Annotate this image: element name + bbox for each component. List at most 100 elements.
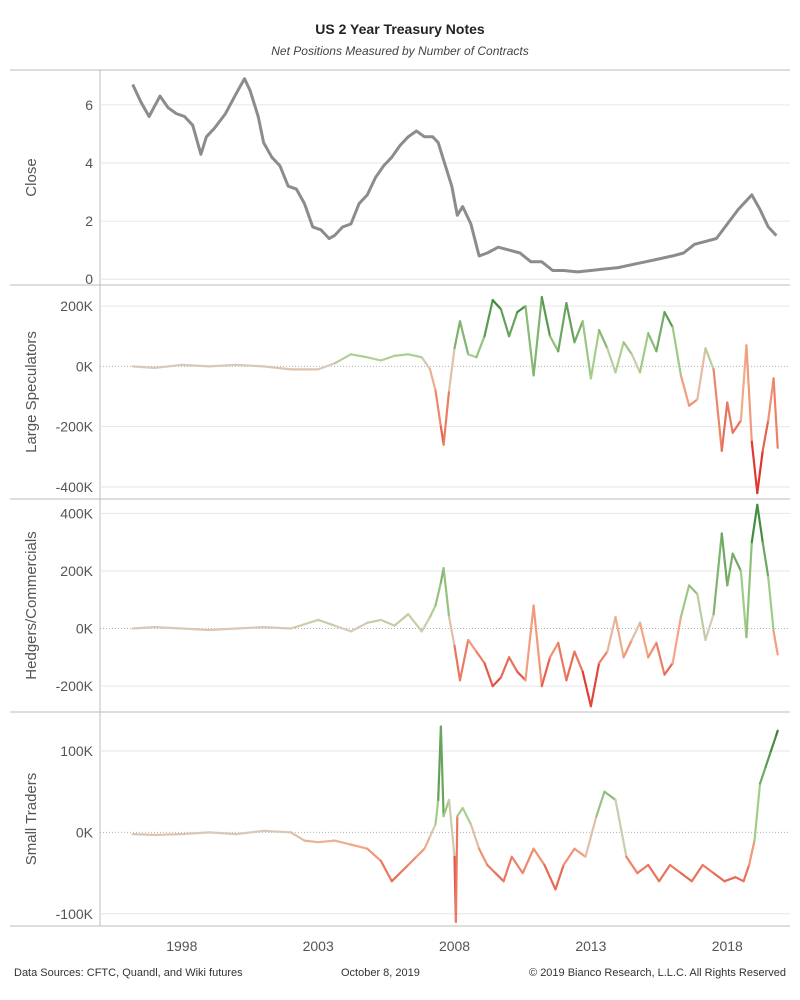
x-tick-label: 2013	[575, 938, 606, 954]
series-segment	[731, 419, 743, 434]
series-segment	[235, 625, 265, 630]
series-segment	[235, 829, 265, 836]
series-segment	[454, 815, 459, 924]
y-tick-label: 0K	[76, 358, 94, 374]
x-tick-label: 1998	[166, 938, 197, 954]
series-segment	[434, 581, 442, 607]
y-tick-label: -200K	[56, 678, 94, 694]
y-axis-label: Large Speculators	[23, 331, 40, 453]
series-segment	[573, 650, 584, 673]
series-segment	[131, 625, 156, 630]
series-segment	[712, 532, 723, 616]
series-segment	[701, 863, 715, 875]
series-segment	[420, 356, 432, 371]
series-segment	[764, 749, 773, 769]
series-segment	[442, 798, 451, 818]
series-segment	[475, 335, 486, 359]
series-segment	[687, 584, 699, 596]
series-segment	[349, 843, 369, 850]
series-segment	[540, 296, 552, 338]
series-segment	[557, 302, 568, 353]
series-segment	[687, 398, 699, 407]
series-segment	[349, 353, 369, 359]
y-tick-label: 200K	[60, 563, 93, 579]
series-segment	[573, 320, 584, 344]
series-segment	[333, 624, 352, 633]
series-segment	[483, 661, 494, 688]
series-segment	[508, 656, 519, 673]
series-segment	[548, 641, 560, 659]
footer-sources: Data Sources: CFTC, Quandl, and Wiki fut…	[14, 967, 243, 979]
series-segment	[647, 332, 658, 353]
series-segment	[532, 604, 543, 688]
series-segment	[603, 790, 617, 802]
series-segment	[720, 401, 729, 452]
series-segment	[584, 815, 598, 858]
y-tick-label: 0K	[76, 621, 94, 637]
series-segment	[726, 552, 734, 587]
series-segment	[333, 839, 352, 846]
series-segment	[745, 344, 753, 443]
series-segment	[745, 541, 753, 639]
y-tick-label: 4	[85, 155, 93, 171]
series-segment	[428, 368, 437, 392]
series-segment	[622, 638, 633, 659]
series-segment	[630, 621, 642, 642]
series-segment	[614, 615, 625, 659]
series-segment	[393, 353, 410, 357]
series-segment	[289, 618, 320, 630]
series-segment	[366, 356, 382, 362]
y-tick-label: 6	[85, 97, 93, 113]
series-segment	[554, 863, 565, 891]
series-segment	[663, 311, 674, 329]
series-segment	[317, 839, 336, 844]
series-segment	[456, 806, 464, 818]
series-segment	[565, 302, 576, 344]
y-tick-label: -100K	[56, 906, 94, 922]
series-segment	[772, 377, 779, 449]
series-segment	[393, 612, 410, 627]
series-segment	[581, 670, 593, 708]
series-segment	[761, 541, 770, 578]
series-segment	[235, 363, 265, 368]
series-segment	[625, 855, 639, 875]
series-segment	[428, 823, 437, 838]
series-segment	[704, 347, 715, 371]
series-segment	[442, 566, 451, 619]
series-segment	[581, 320, 593, 380]
series-segment	[726, 401, 734, 434]
series-segment	[379, 354, 396, 362]
series-segment	[448, 347, 456, 392]
series-segment	[262, 829, 292, 834]
y-tick-label: -200K	[56, 419, 94, 435]
series-segment	[502, 855, 513, 883]
y-tick-label: -400K	[56, 479, 94, 495]
series-segment	[750, 440, 759, 495]
series-segment	[398, 863, 410, 875]
series-segment	[208, 363, 238, 368]
series-segment	[655, 641, 666, 676]
series-segment	[772, 630, 779, 656]
panel-1: -400K -200K 0K 200K Large Speculators	[10, 284, 790, 495]
series-segment	[756, 503, 764, 544]
series-segment	[467, 638, 478, 653]
series-segment	[499, 656, 511, 679]
series-segment	[131, 832, 156, 837]
series-segment	[458, 638, 470, 682]
series-segment	[565, 650, 576, 682]
series-segment	[420, 615, 432, 633]
series-segment	[453, 320, 462, 350]
series-segment	[180, 831, 211, 836]
series-segment	[153, 625, 183, 630]
panel-3: -100K 0K 100K Small Traders	[10, 711, 790, 924]
series-segment	[573, 847, 587, 858]
series-segment	[750, 503, 759, 544]
series-segment	[448, 615, 456, 647]
panel-2: -200K 0K 200K 400K Hedgers/Commercials	[10, 498, 790, 708]
series-segment	[704, 612, 715, 642]
series-segment	[671, 615, 683, 665]
series-segment	[262, 365, 292, 371]
series-segment	[390, 871, 402, 883]
series-segment	[767, 377, 775, 422]
